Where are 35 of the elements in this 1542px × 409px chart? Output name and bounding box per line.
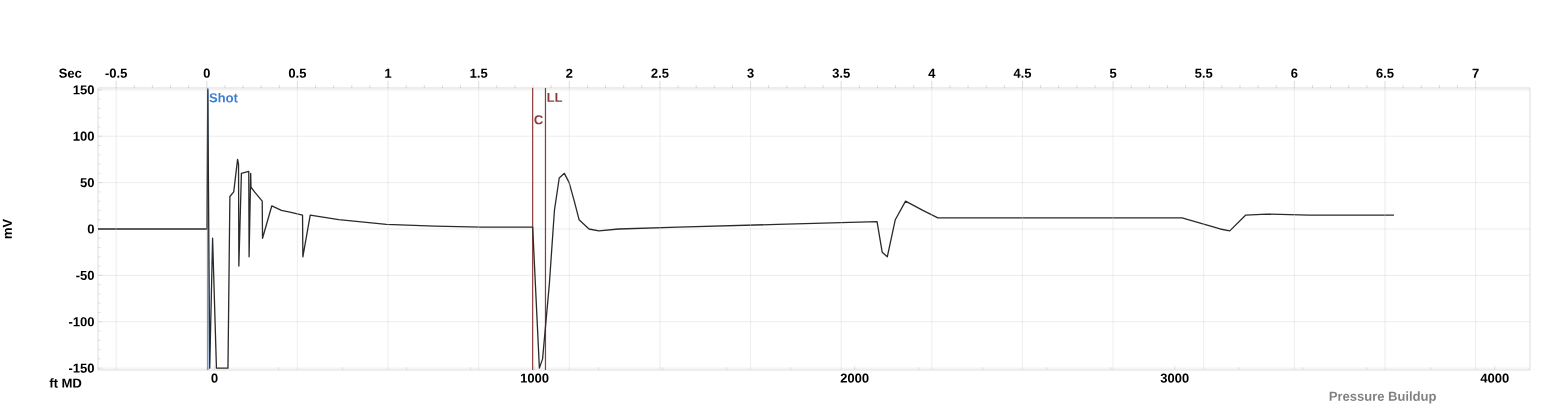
x2-tick-label: 6.5 <box>1376 68 1394 78</box>
y-axis-title: mV <box>2 218 12 239</box>
x-tick-label: 0 <box>211 373 218 383</box>
x-tick-label: 3000 <box>1160 373 1189 383</box>
y-tick-label: 0 <box>87 224 94 234</box>
ref-line-label: LL <box>547 92 563 102</box>
x2-tick-label: 4 <box>928 68 936 78</box>
y-tick-label: 50 <box>80 178 94 188</box>
x-tick-label: 4000 <box>1480 373 1509 383</box>
x-tick-label: 2000 <box>840 373 869 383</box>
x2-tick-label: 0.5 <box>288 68 307 78</box>
x2-tick-label: 7 <box>1472 68 1479 78</box>
x2-tick-label: 5 <box>1109 68 1117 78</box>
x2-tick-label: 3.5 <box>832 68 850 78</box>
x2-tick-label: 6 <box>1291 68 1298 78</box>
y-tick-label: -100 <box>68 317 94 327</box>
x2-tick-label: 2.5 <box>651 68 669 78</box>
x2-tick-label: 2 <box>566 68 573 78</box>
y-tick-label: 150 <box>73 85 94 95</box>
x2-tick-label: -0.5 <box>105 68 127 78</box>
y-tick-label: -50 <box>76 270 94 280</box>
x2-tick-label: 1 <box>385 68 392 78</box>
text: Pressure Buildup <box>1329 391 1436 404</box>
x2-tick-label: 5.5 <box>1195 68 1213 78</box>
x2-tick-label: 3 <box>747 68 754 78</box>
x-tick-label: 1000 <box>520 373 549 383</box>
x2-tick-label: 1.5 <box>470 68 488 78</box>
ref-line-label: C <box>534 115 543 125</box>
y-tick-label: 100 <box>73 131 94 141</box>
y-tick-label: -150 <box>68 363 94 373</box>
x2-axis-title: Sec <box>59 68 82 78</box>
x2-tick-label: 4.5 <box>1013 68 1032 78</box>
ref-line-label: Shot <box>209 92 238 103</box>
x2-tick-label: 0 <box>203 68 210 78</box>
x-axis-title: ft MD <box>49 378 82 388</box>
